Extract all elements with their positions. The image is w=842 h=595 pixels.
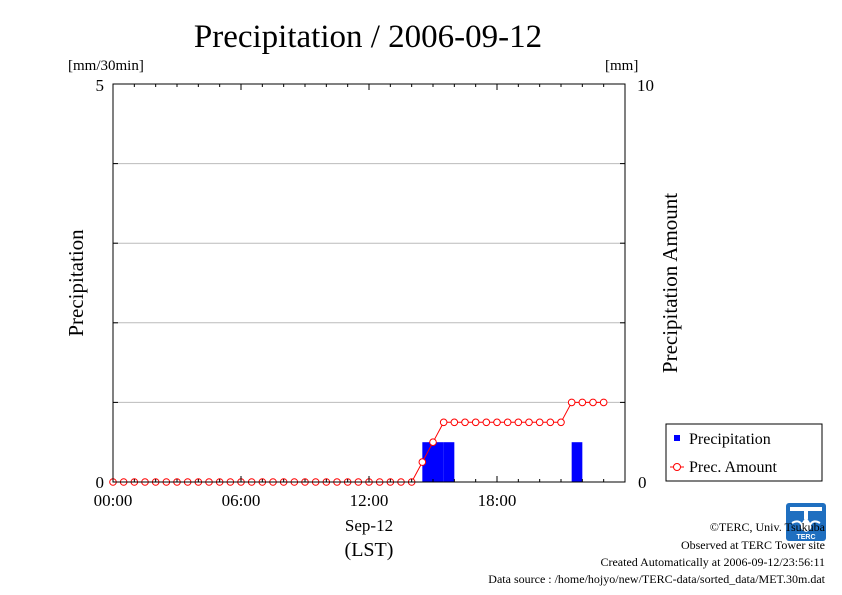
precipitation-bar	[443, 442, 455, 482]
chart-title: Precipitation / 2006-09-12	[194, 19, 542, 55]
axis-ticks	[112, 83, 626, 483]
right-axis-title: Precipitation Amount	[658, 193, 682, 373]
precipitation-amount-line	[109, 398, 608, 486]
left-tick-max: 5	[96, 76, 105, 95]
x-date-label: Sep-12	[345, 516, 393, 535]
x-tick-label-0000: 00:00	[94, 491, 133, 510]
x-tick-label-1800: 18:00	[478, 491, 517, 510]
amount-point	[589, 398, 597, 407]
grid-lines	[113, 163, 625, 403]
amount-point	[514, 418, 523, 427]
x-tick-label-0600: 06:00	[222, 491, 261, 510]
amount-line	[113, 401, 604, 483]
legend-amount-marker	[673, 463, 681, 471]
left-axis-unit: [mm/30min]	[68, 58, 144, 74]
amount-point	[503, 418, 512, 427]
amount-point	[599, 398, 608, 407]
right-tick-max: 10	[637, 76, 654, 95]
precipitation-bars	[422, 442, 583, 482]
left-axis-title: Precipitation	[64, 229, 88, 337]
logo-text: TERC	[796, 534, 815, 541]
terc-logo: TERC	[786, 503, 826, 541]
legend-amount-label: Prec. Amount	[689, 459, 778, 476]
precipitation-bar	[433, 442, 444, 482]
footer-created: Created Automatically at 2006-09-12/23:5…	[600, 555, 825, 569]
amount-point	[535, 418, 544, 427]
amount-point	[471, 418, 480, 427]
amount-point	[567, 398, 576, 407]
footer-observed: Observed at TERC Tower site	[680, 538, 825, 552]
amount-point	[493, 418, 501, 427]
legend-precipitation-label: Precipitation	[689, 431, 771, 448]
amount-point	[546, 418, 555, 427]
amount-point	[525, 418, 533, 427]
amount-point	[461, 418, 469, 427]
right-axis-unit: [mm]	[605, 58, 638, 74]
amount-point	[439, 418, 448, 427]
amount-point	[557, 418, 565, 427]
x-zone-label: (LST)	[345, 539, 394, 561]
right-tick-min: 0	[638, 473, 647, 492]
x-tick-label-1200: 12:00	[350, 491, 389, 510]
footer-copyright: ©TERC, Univ. Tsukuba	[709, 520, 825, 534]
amount-point	[450, 418, 459, 427]
legend-box	[665, 423, 823, 482]
footer-source: Data source : /home/hojyo/new/TERC-data/…	[488, 572, 825, 586]
amount-point	[418, 458, 427, 466]
precipitation-bar	[571, 442, 583, 482]
precipitation-bar	[422, 442, 433, 482]
legend-precipitation-swatch	[674, 435, 680, 441]
left-tick-min: 0	[96, 473, 105, 492]
amount-point	[578, 398, 587, 407]
amount-point	[429, 438, 437, 447]
legend: Precipitation Prec. Amount	[665, 423, 823, 482]
amount-point	[482, 418, 491, 427]
